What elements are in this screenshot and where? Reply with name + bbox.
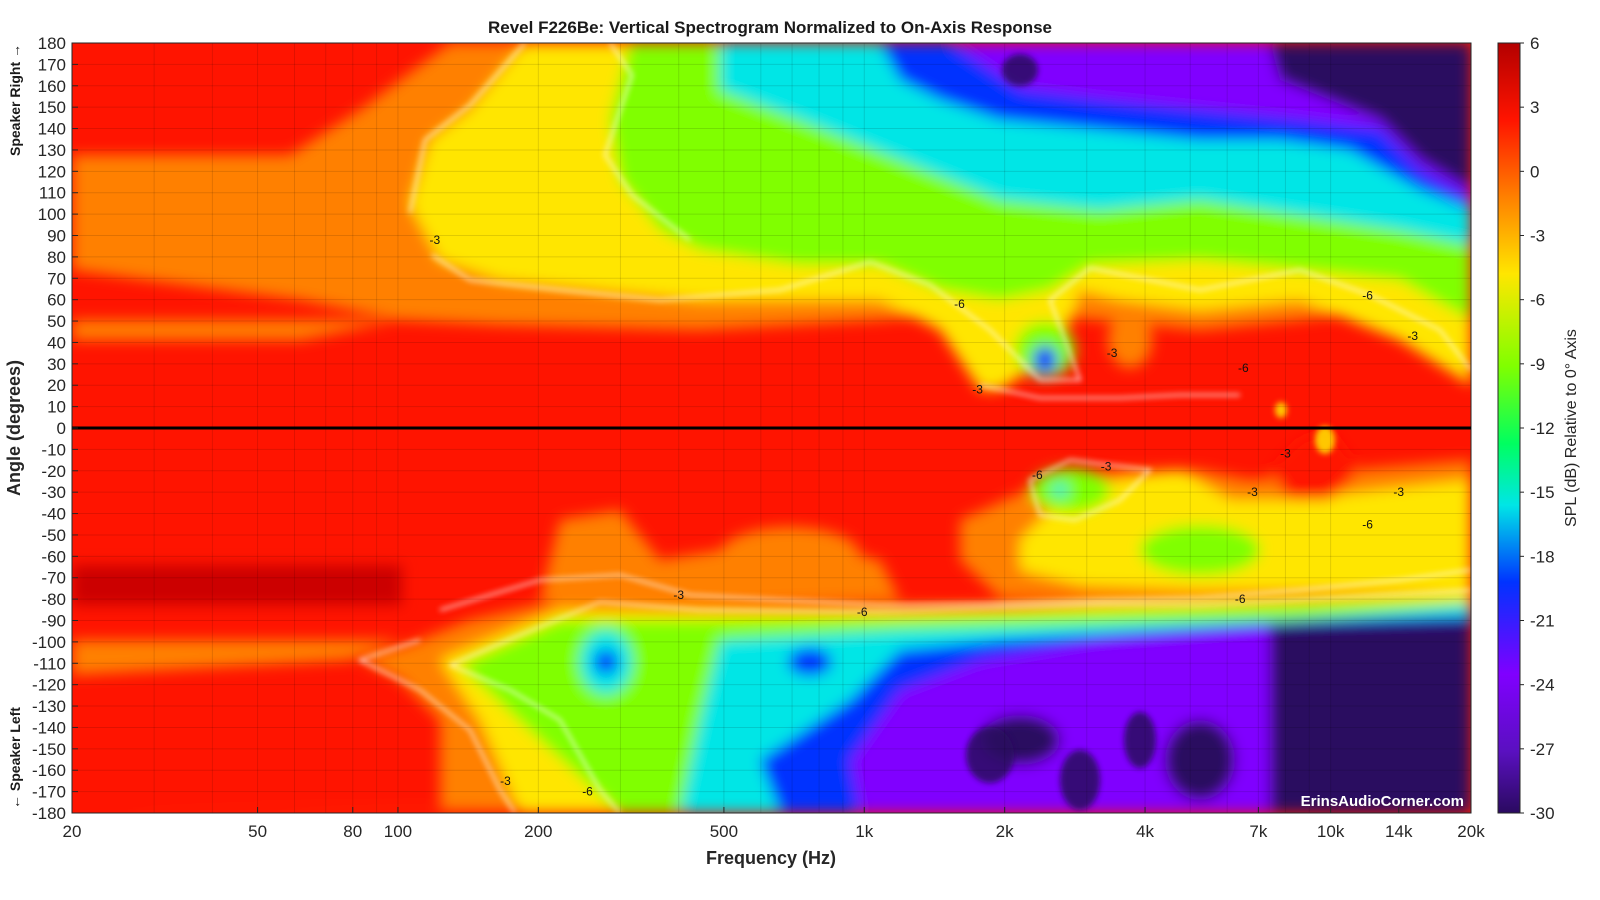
y-tick-label: -120 bbox=[32, 676, 66, 695]
y-tick-label: 120 bbox=[38, 162, 66, 181]
chart-title: Revel F226Be: Vertical Spectrogram Norma… bbox=[488, 18, 1052, 37]
colorbar-tick-label: -18 bbox=[1530, 547, 1555, 566]
x-tick-label: 500 bbox=[710, 822, 738, 841]
y-tick-label: -90 bbox=[41, 612, 66, 631]
colorbar-tick-label: -30 bbox=[1530, 804, 1555, 823]
y-tick-label: -70 bbox=[41, 569, 66, 588]
x-tick-label: 20k bbox=[1457, 822, 1485, 841]
colorbar-title: SPL (dB) Relative to 0° Axis bbox=[1563, 329, 1580, 527]
colorbar-tick-label: -24 bbox=[1530, 676, 1555, 695]
y-tick-label: 110 bbox=[39, 184, 66, 203]
y-tick-label: 20 bbox=[47, 376, 66, 395]
y-tick-label: -160 bbox=[32, 761, 66, 780]
contour-label: -3 bbox=[1101, 460, 1112, 474]
y-tick-label: 50 bbox=[47, 312, 66, 331]
y-tick-label: 40 bbox=[47, 333, 66, 352]
contour-label: -3 bbox=[1393, 485, 1404, 499]
y-tick-label: 170 bbox=[38, 55, 66, 74]
y-tick-label: 10 bbox=[47, 398, 66, 417]
x-tick-label: 10k bbox=[1317, 822, 1345, 841]
contour-label: -3 bbox=[500, 774, 511, 788]
contour-label: -3 bbox=[972, 383, 983, 397]
x-tick-label: 14k bbox=[1385, 822, 1413, 841]
y-tick-label: -40 bbox=[41, 505, 66, 524]
colorbar-tick-label: 6 bbox=[1530, 34, 1539, 53]
contour-label: -3 bbox=[1107, 346, 1118, 360]
contour-label: -6 bbox=[1362, 288, 1373, 302]
y-tick-label: 130 bbox=[38, 141, 66, 160]
y-tick-label: 140 bbox=[38, 120, 66, 139]
contour-label: -6 bbox=[1238, 361, 1249, 375]
y-tick-label: 0 bbox=[57, 419, 66, 438]
colorbar-tick-label: -21 bbox=[1530, 612, 1555, 631]
contour-labels: -3 -6 -3 -3 -6 -6 -3 -6 -3 -3 -3 -3 -6 -3 -6 -6 -3 -6 bbox=[430, 233, 1419, 799]
y-tick-label: 150 bbox=[38, 98, 66, 117]
speaker-right-label: Speaker Right → bbox=[7, 44, 23, 156]
speaker-left-label: ← Speaker Left bbox=[7, 707, 23, 809]
y-tick-label: 100 bbox=[38, 205, 66, 224]
y-tick-label: 30 bbox=[47, 355, 66, 374]
contour-label: -6 bbox=[857, 605, 868, 619]
y-tick-label: -50 bbox=[41, 526, 66, 545]
contour-label: -6 bbox=[1235, 592, 1246, 606]
y-tick-label: -20 bbox=[41, 462, 66, 481]
y-tick-label: 60 bbox=[47, 291, 66, 310]
y-tick-label: -180 bbox=[32, 804, 66, 823]
contour-label: -3 bbox=[1407, 329, 1418, 343]
colorbar-ticks: 6 3 0 -3 -6 -9 -12 -15 -18 -21 -24 -27 -30 bbox=[1520, 34, 1555, 823]
x-tick-label: 50 bbox=[248, 822, 267, 841]
y-tick-label: -100 bbox=[32, 633, 66, 652]
y-tick-label: 90 bbox=[47, 227, 66, 246]
contour-label: -6 bbox=[1362, 517, 1373, 531]
y-tick-label: 180 bbox=[38, 34, 66, 53]
x-axis-title: Frequency (Hz) bbox=[706, 848, 836, 868]
colorbar-tick-label: 3 bbox=[1530, 98, 1539, 117]
colorbar-tick-label: -9 bbox=[1530, 355, 1545, 374]
x-tick-label: 7k bbox=[1249, 822, 1267, 841]
contour-lines bbox=[357, 43, 1471, 813]
colorbar-tick-label: 0 bbox=[1530, 162, 1539, 181]
x-tick-label: 4k bbox=[1136, 822, 1154, 841]
y-tick-label: 80 bbox=[47, 248, 66, 267]
y-tick-label: -110 bbox=[33, 654, 66, 673]
contour-label: -3 bbox=[430, 233, 441, 247]
y-tick-label: -60 bbox=[41, 547, 66, 566]
heatmap-detail bbox=[966, 54, 1335, 810]
colorbar-tick-label: -27 bbox=[1530, 740, 1555, 759]
colorbar-tick-label: -6 bbox=[1530, 291, 1545, 310]
colorbar-tick-label: -12 bbox=[1530, 419, 1555, 438]
colorbar bbox=[1497, 42, 1521, 814]
x-tick-label: 1k bbox=[855, 822, 873, 841]
y-tick-label: 70 bbox=[47, 269, 66, 288]
y-tick-label: -10 bbox=[41, 440, 66, 459]
y-tick-label: -150 bbox=[32, 740, 66, 759]
y-tick-label: -170 bbox=[32, 783, 66, 802]
colorbar-tick-label: -15 bbox=[1530, 483, 1555, 502]
contour-label: -3 bbox=[1280, 447, 1291, 461]
contour-label: -6 bbox=[582, 785, 593, 799]
contour-label: -6 bbox=[954, 297, 965, 311]
x-tick-label: 100 bbox=[384, 822, 412, 841]
contour-label: -6 bbox=[1032, 468, 1043, 482]
y-axis-ticks: 1801701601501401301201101009080706050403… bbox=[32, 34, 78, 823]
watermark-text: ErinsAudioCorner.com bbox=[1301, 793, 1464, 810]
contour-label: -3 bbox=[673, 588, 684, 602]
y-tick-label: -130 bbox=[32, 697, 66, 716]
x-axis-ticks: 20 50 80 100 200 500 1k 2k 4k 7k 10k 14k 20k bbox=[63, 807, 1485, 841]
heatmap-field bbox=[72, 43, 1471, 813]
x-tick-label: 2k bbox=[996, 822, 1014, 841]
y-axis-title: Angle (degrees) bbox=[4, 360, 24, 496]
x-tick-label: 200 bbox=[524, 822, 552, 841]
contour-label: -3 bbox=[1247, 485, 1258, 499]
x-tick-label: 20 bbox=[63, 822, 82, 841]
y-tick-label: 160 bbox=[38, 77, 66, 96]
colorbar-tick-label: -3 bbox=[1530, 227, 1545, 246]
x-tick-label: 80 bbox=[343, 822, 362, 841]
y-tick-label: -140 bbox=[32, 718, 66, 737]
y-tick-label: -80 bbox=[41, 590, 66, 609]
y-tick-label: -30 bbox=[41, 483, 66, 502]
